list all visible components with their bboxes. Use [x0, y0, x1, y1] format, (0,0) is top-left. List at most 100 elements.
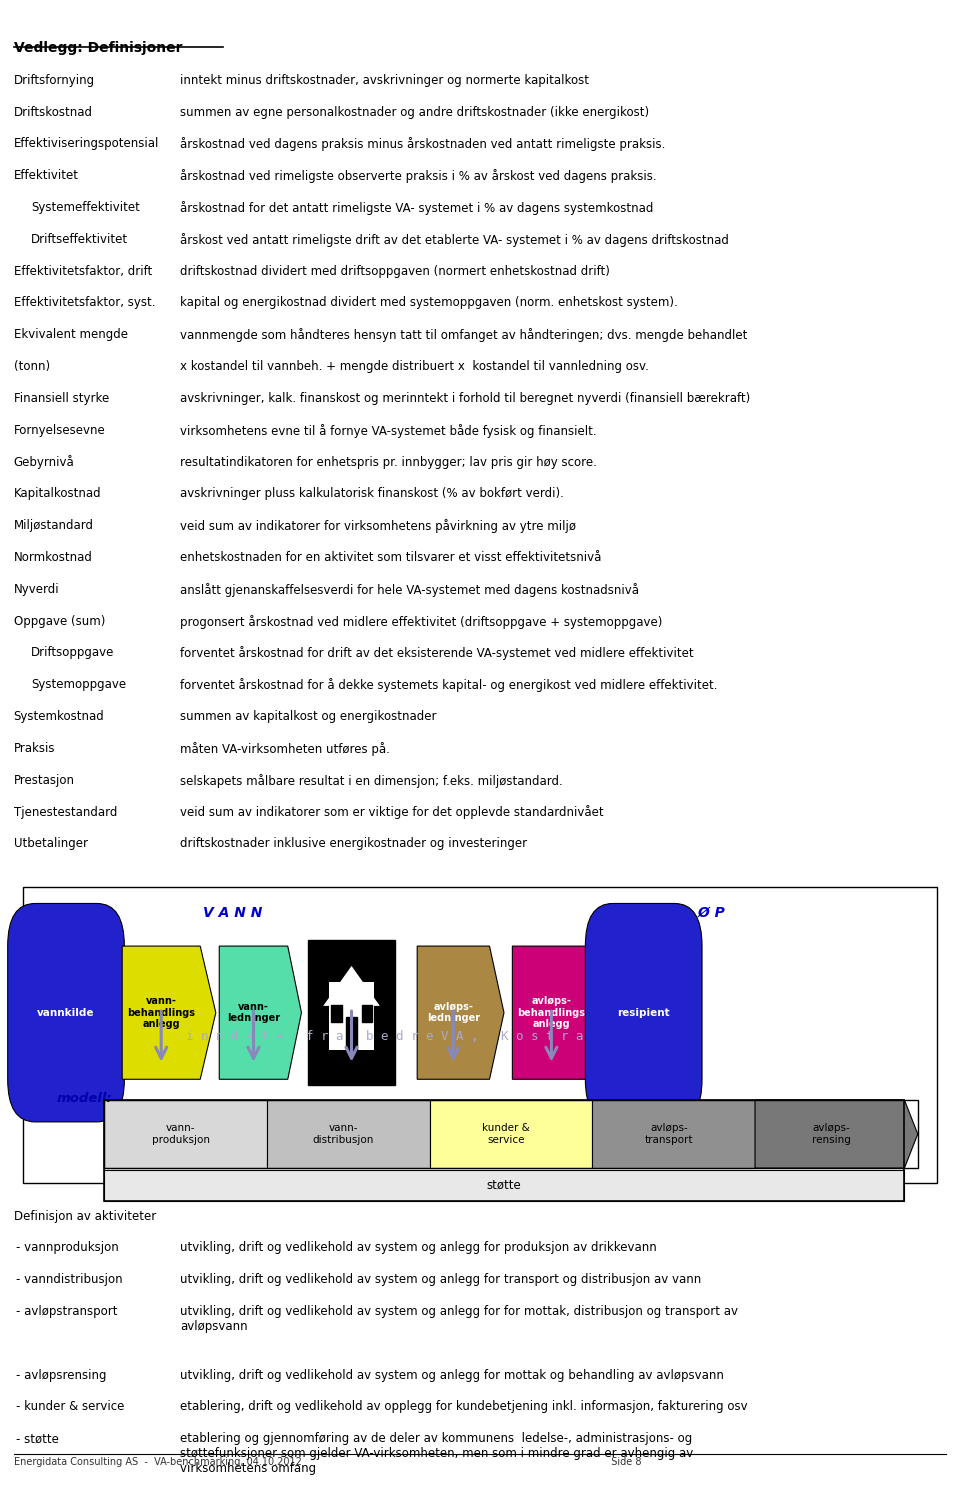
Text: vann-
distribusjon: vann- distribusjon	[313, 1123, 374, 1145]
Text: Gebyrnivå: Gebyrnivå	[13, 456, 75, 470]
Text: utvikling, drift og vedlikehold av system og anlegg for produksjon av drikkevann: utvikling, drift og vedlikehold av syste…	[180, 1242, 657, 1254]
Polygon shape	[755, 1100, 918, 1167]
Text: avskrivninger, kalk. finanskost og merinntekt i forhold til beregnet nyverdi (fi: avskrivninger, kalk. finanskost og merin…	[180, 392, 751, 406]
FancyBboxPatch shape	[8, 904, 125, 1121]
Text: Systemeffektivitet: Systemeffektivitet	[31, 201, 140, 215]
Polygon shape	[267, 1100, 429, 1167]
Text: støtte: støtte	[487, 1178, 521, 1191]
Text: Praksis: Praksis	[13, 743, 55, 754]
Polygon shape	[429, 1100, 592, 1167]
Text: Miljøstandard: Miljøstandard	[13, 519, 94, 532]
Text: summen av kapitalkost og energikostnader: summen av kapitalkost og energikostnader	[180, 710, 437, 723]
Text: Energidata Consulting AS  -  VA-benchmarking, 04.10.2012                        : Energidata Consulting AS - VA-benchmarki…	[13, 1457, 641, 1467]
Bar	[104, 1100, 904, 1200]
Text: driftskostnader inklusive energikostnader og investeringer: driftskostnader inklusive energikostnade…	[180, 838, 527, 850]
Bar	[23, 887, 937, 1182]
Text: årskostnad ved rimeligste observerte praksis i % av årskost ved dagens praksis.: årskostnad ved rimeligste observerte pra…	[180, 168, 657, 183]
Bar	[104, 1100, 918, 1167]
Text: Normkostnad: Normkostnad	[13, 552, 92, 564]
Polygon shape	[219, 947, 301, 1079]
Bar	[104, 1169, 904, 1200]
Text: - avløpstransport: - avløpstransport	[15, 1305, 117, 1318]
Text: progonsert årskostnad ved midlere effektivitet (driftsoppgave + systemoppgave): progonsert årskostnad ved midlere effekt…	[180, 614, 662, 629]
FancyBboxPatch shape	[586, 904, 702, 1121]
Text: avløps-
ledninger: avløps- ledninger	[427, 1002, 480, 1023]
Polygon shape	[418, 947, 504, 1079]
Text: inntekt minus driftskostnader, avskrivninger og normerte kapitalkost: inntekt minus driftskostnader, avskrivni…	[180, 73, 589, 86]
Text: vann-
ledninger: vann- ledninger	[227, 1002, 280, 1023]
Text: Driftsoppgave: Driftsoppgave	[31, 647, 114, 659]
Text: Definisjon av aktiviteter: Definisjon av aktiviteter	[13, 1209, 156, 1223]
Text: Finansiell styrke: Finansiell styrke	[13, 392, 108, 406]
Text: årskostnad ved dagens praksis minus årskostnaden ved antatt rimeligste praksis.: årskostnad ved dagens praksis minus årsk…	[180, 137, 665, 151]
Text: - vanndistribusjon: - vanndistribusjon	[15, 1273, 122, 1287]
Text: årskostnad for det antatt rimeligste VA- systemet i % av dagens systemkostnad: årskostnad for det antatt rimeligste VA-…	[180, 201, 654, 215]
Text: enhetskostnaden for en aktivitet som tilsvarer et visst effektivitetsnivå: enhetskostnaden for en aktivitet som til…	[180, 552, 602, 564]
Bar	[308, 941, 396, 1085]
Text: utvikling, drift og vedlikehold av system og anlegg for mottak og behandling av : utvikling, drift og vedlikehold av syste…	[180, 1369, 724, 1382]
Polygon shape	[104, 1100, 267, 1167]
Text: Driftskostnad: Driftskostnad	[13, 106, 93, 119]
Text: Driftsfornying: Driftsfornying	[13, 73, 95, 86]
Text: forventet årskostnad for drift av det eksisterende VA-systemet ved midlere effek: forventet årskostnad for drift av det ek…	[180, 647, 694, 661]
Text: Effektivitetsfaktor, drift: Effektivitetsfaktor, drift	[13, 264, 152, 277]
Bar	[347, 1017, 357, 1050]
Text: vann-
produksjon: vann- produksjon	[152, 1123, 209, 1145]
Text: virksomhetens evne til å fornye VA-systemet både fysisk og finansielt.: virksomhetens evne til å fornye VA-syste…	[180, 423, 597, 438]
Polygon shape	[122, 947, 216, 1079]
Text: summen av egne personalkostnader og andre driftskostnader (ikke energikost): summen av egne personalkostnader og andr…	[180, 106, 649, 119]
Polygon shape	[513, 947, 606, 1079]
Text: i n n d a t a   f r a   b e d r e V A ,   K o s t r a: i n n d a t a f r a b e d r e V A , K o …	[186, 1030, 584, 1042]
Text: utvikling, drift og vedlikehold av system og anlegg for for mottak, distribusjon: utvikling, drift og vedlikehold av syste…	[180, 1305, 738, 1333]
Text: - vannproduksjon: - vannproduksjon	[15, 1242, 118, 1254]
Text: - støtte: - støtte	[15, 1433, 59, 1445]
Text: avløps-
rensing: avløps- rensing	[812, 1123, 851, 1145]
Text: A V L Ø P: A V L Ø P	[654, 907, 725, 920]
Text: utvikling, drift og vedlikehold av system og anlegg for transport og distribusjo: utvikling, drift og vedlikehold av syste…	[180, 1273, 702, 1287]
Bar	[331, 1005, 342, 1021]
Text: årskost ved antatt rimeligste drift av det etablerte VA- systemet i % av dagens : årskost ved antatt rimeligste drift av d…	[180, 233, 729, 248]
Text: kapital og energikostnad dividert med systemoppgaven (norm. enhetskost system).: kapital og energikostnad dividert med sy…	[180, 297, 678, 310]
Text: kunder &
service: kunder & service	[482, 1123, 530, 1145]
Text: x kostandel til vannbeh. + mengde distribuert x  kostandel til vannledning osv.: x kostandel til vannbeh. + mengde distri…	[180, 359, 649, 373]
Text: veid sum av indikatorer for virksomhetens påvirkning av ytre miljø: veid sum av indikatorer for virksomheten…	[180, 519, 576, 534]
Text: Effektiviseringspotensial: Effektiviseringspotensial	[13, 137, 159, 151]
Text: Fornyelsesevne: Fornyelsesevne	[13, 423, 106, 437]
Text: etablering og gjennomføring av de deler av kommunens  ledelse-, administrasjons-: etablering og gjennomføring av de deler …	[180, 1433, 693, 1475]
Text: resultatindikatoren for enhetspris pr. innbygger; lav pris gir høy score.: resultatindikatoren for enhetspris pr. i…	[180, 456, 597, 468]
Text: veid sum av indikatorer som er viktige for det opplevde standardnivået: veid sum av indikatorer som er viktige f…	[180, 805, 604, 820]
Text: (tonn): (tonn)	[13, 359, 50, 373]
Text: Driftseffektivitet: Driftseffektivitet	[31, 233, 128, 246]
Text: V A N N: V A N N	[203, 907, 262, 920]
Text: Utbetalinger: Utbetalinger	[13, 838, 87, 850]
Text: - avløpsrensing: - avløpsrensing	[15, 1369, 107, 1382]
Text: Effektivitetsfaktor, syst.: Effektivitetsfaktor, syst.	[13, 297, 156, 310]
Text: driftskostnad dividert med driftsoppgaven (normert enhetskostnad drift): driftskostnad dividert med driftsoppgave…	[180, 264, 611, 277]
Polygon shape	[592, 1100, 755, 1167]
Text: Effektivitet: Effektivitet	[13, 168, 79, 182]
Text: avskrivninger pluss kalkulatorisk finanskost (% av bokført verdi).: avskrivninger pluss kalkulatorisk finans…	[180, 488, 564, 501]
Text: Ekvivalent mengde: Ekvivalent mengde	[13, 328, 128, 341]
Text: resipient: resipient	[617, 1008, 670, 1018]
Text: Systemoppgave: Systemoppgave	[31, 678, 126, 692]
Text: avløps-
transport: avløps- transport	[644, 1123, 693, 1145]
Polygon shape	[324, 966, 380, 1006]
Text: måten VA-virksomheten utføres på.: måten VA-virksomheten utføres på.	[180, 743, 390, 756]
Text: Systemkostnad: Systemkostnad	[13, 710, 105, 723]
Text: Vedlegg: Definisjoner: Vedlegg: Definisjoner	[13, 42, 182, 55]
Text: Tjenestestandard: Tjenestestandard	[13, 805, 117, 819]
Text: etablering, drift og vedlikehold av opplegg for kundebetjening inkl. informasjon: etablering, drift og vedlikehold av oppl…	[180, 1400, 748, 1413]
Text: avløps-
behandlings
anlegg: avløps- behandlings anlegg	[517, 996, 586, 1029]
Text: selskapets målbare resultat i en dimensjon; f.eks. miljøstandard.: selskapets målbare resultat i en dimensj…	[180, 774, 563, 787]
Text: Kapitalkostnad: Kapitalkostnad	[13, 488, 102, 501]
Text: modell:: modell:	[57, 1091, 112, 1105]
Text: Nyverdi: Nyverdi	[13, 583, 60, 596]
Text: forventet årskostnad for å dekke systemets kapital- og energikost ved midlere ef: forventet årskostnad for å dekke systeme…	[180, 678, 718, 692]
Bar	[362, 1005, 372, 1021]
Text: vann-
behandlings
anlegg: vann- behandlings anlegg	[127, 996, 195, 1029]
Text: vannkilde: vannkilde	[37, 1008, 95, 1018]
Text: Oppgave (sum): Oppgave (sum)	[13, 614, 105, 628]
Text: vannmengde som håndteres hensyn tatt til omfanget av håndteringen; dvs. mengde b: vannmengde som håndteres hensyn tatt til…	[180, 328, 748, 343]
Text: - kunder & service: - kunder & service	[15, 1400, 124, 1413]
Bar	[328, 981, 374, 1050]
